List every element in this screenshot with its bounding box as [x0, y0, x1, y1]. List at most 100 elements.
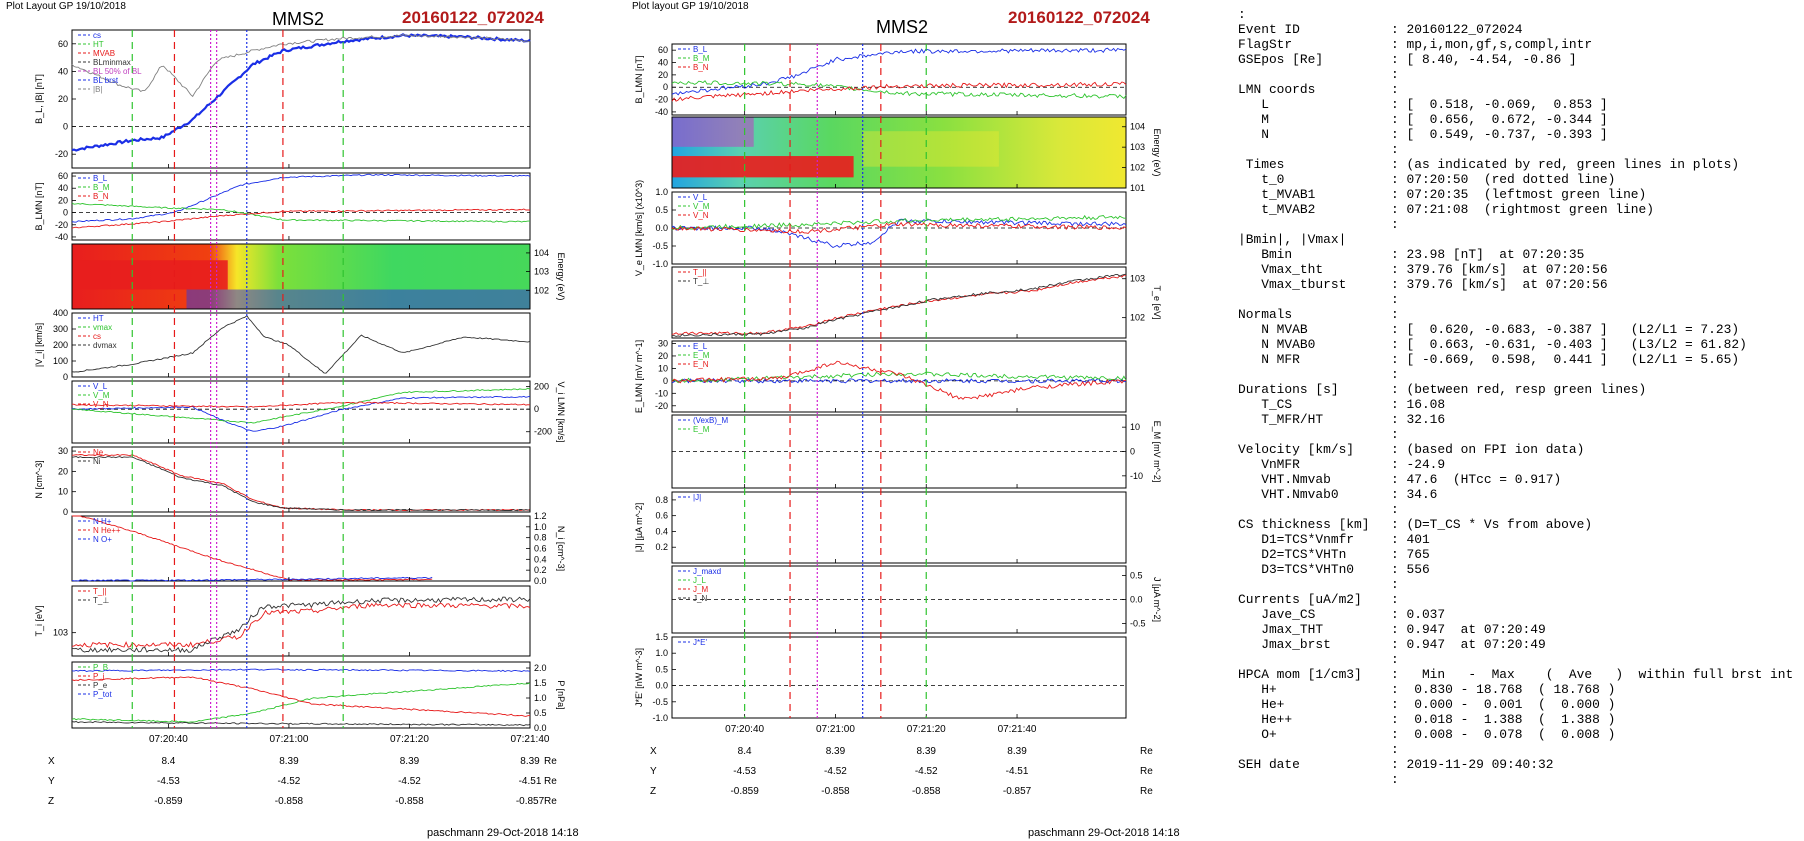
subplot-frame [71, 661, 531, 729]
right-subplot-8 [671, 636, 1127, 719]
info-key: Jmax_THT [1238, 622, 1324, 637]
subplot-frame [671, 116, 1127, 189]
info-value: : 23.98 [nT] at 07:20:35 [1391, 247, 1585, 262]
y-tick-label: 30 [58, 446, 68, 456]
info-line: VHT.Nmvab0: 34.6 [1238, 487, 1793, 502]
y-tick-label: 0.0 [534, 723, 547, 733]
ephem-label: Y [650, 766, 657, 777]
y-tick-label: 104 [534, 248, 549, 258]
x-tick-label: 07:21:40 [998, 724, 1037, 735]
info-value: : 2019-11-29 09:40:32 [1391, 757, 1554, 772]
x-tick-label: 07:21:20 [390, 734, 429, 745]
right-subplot-2 [671, 191, 1127, 265]
series-line [71, 395, 531, 432]
series-line [71, 401, 531, 408]
series-line [72, 515, 433, 581]
info-value: : [ -0.669, 0.598, 0.441 ] (L2/L1 = 5.65… [1391, 352, 1740, 367]
info-line: t_0: 07:20:50 (red dotted line) [1238, 172, 1793, 187]
x-tick-label: 07:20:40 [149, 734, 188, 745]
info-value: : 0.018 - 1.388 ( 1.388 ) [1391, 712, 1616, 727]
info-key: H+ [1238, 682, 1277, 697]
info-line: : [1238, 427, 1793, 442]
info-line: D3=TCS*VHTn0: 556 [1238, 562, 1793, 577]
series-line [71, 676, 531, 717]
info-key: FlagStr [1238, 37, 1293, 52]
info-value: : 32.16 [1391, 412, 1446, 427]
info-line: L: [ 0.518, -0.069, 0.853 ] [1238, 97, 1793, 112]
left-subplot-3 [71, 312, 531, 378]
series-line [71, 602, 531, 649]
info-key: D2=TCS*VHTn [1238, 547, 1347, 562]
info-key: VnMFR [1238, 457, 1300, 472]
y-tick-label: 0 [663, 376, 668, 386]
left-subplot-1 [71, 172, 531, 241]
y-tick-label: 0.0 [534, 576, 547, 586]
info-line: VHT.Nmvab: 47.6 (HTcc = 0.917) [1238, 472, 1793, 487]
subplot-frame [71, 312, 531, 378]
ephem-unit: Re [1140, 766, 1153, 777]
y-tick-label: -20 [655, 95, 668, 105]
y-tick-label: 40 [658, 58, 668, 68]
subplot-frame [71, 29, 531, 169]
y-tick-label: -0.5 [652, 241, 668, 251]
series-line [71, 576, 433, 582]
y-tick-label: 0.4 [534, 554, 547, 564]
info-line: |Bmin|, |Vmax| [1238, 232, 1793, 247]
y-tick-label: 200 [53, 340, 68, 350]
y-tick-label: 0 [63, 507, 68, 517]
info-line: FlagStr: mp,i,mon,gf,s,compl,intr [1238, 37, 1793, 52]
series-line [671, 273, 1127, 337]
y-axis-label: |J| [µA m^-2] [634, 503, 644, 553]
y-tick-label: 101 [1130, 183, 1145, 193]
legend-label: B_M [93, 183, 110, 192]
info-value: : [1391, 427, 1399, 442]
info-line: t_MVAB1: 07:20:35 (leftmost green line) [1238, 187, 1793, 202]
y-tick-label: 0 [1130, 447, 1135, 457]
legend-label: J_M [693, 585, 708, 594]
info-key: Durations [s] [1238, 382, 1339, 397]
legend-label: N H+ [93, 517, 112, 526]
info-line: Vmax_tht: 379.76 [km/s] at 07:20:56 [1238, 262, 1793, 277]
ephem-value: -4.51 [1006, 766, 1029, 777]
info-key: M [1238, 112, 1269, 127]
info-line: N MVAB0: [ 0.663, -0.631, -0.403 ] (L3/L… [1238, 337, 1793, 352]
y-axis-label: V_e LMN [km/s] (x10^3) [634, 180, 644, 276]
info-line: : [1238, 217, 1793, 232]
info-line: N MVAB: [ 0.620, -0.683, -0.387 ] (L2/L1… [1238, 322, 1793, 337]
info-value: : Min - Max ( Ave ) within full brst int [1391, 667, 1794, 682]
series-line [671, 360, 1126, 400]
subplot-frame [71, 515, 531, 582]
spectrogram-hot-band [72, 260, 228, 290]
subplot-frame [671, 340, 1127, 413]
info-key: GSEpos [Re] [1238, 52, 1324, 67]
y-tick-label: -40 [55, 232, 68, 242]
right-subplot-6 [671, 491, 1127, 564]
y-axis-label: Energy (eV) [1152, 128, 1162, 176]
left-event-id: 20160122_072024 [402, 8, 544, 27]
ephem-value: 8.39 [826, 746, 846, 757]
info-value: : 0.037 [1391, 607, 1446, 622]
ephem-label: X [650, 746, 657, 757]
legend-label: B_N [693, 63, 709, 72]
y-tick-label: -20 [655, 401, 668, 411]
ephem-value: 8.39 [520, 756, 540, 767]
series-line [671, 214, 1126, 231]
info-value: : 556 [1391, 562, 1430, 577]
series-line [671, 371, 1127, 384]
info-line: : [1238, 292, 1793, 307]
legend-label: N He++ [93, 526, 121, 535]
info-line: : [1238, 772, 1793, 787]
y-tick-label: 20 [658, 351, 668, 361]
y-tick-label: 300 [53, 324, 68, 334]
info-value: : [1391, 307, 1399, 322]
info-key: Bmin [1238, 247, 1293, 262]
legend-label: P_B [93, 663, 108, 672]
info-value: : [ 0.663, -0.631, -0.403 ] (L3/L2 = 61.… [1391, 337, 1747, 352]
series-line [71, 721, 531, 727]
info-key: t_MVAB1 [1238, 187, 1316, 202]
y-tick-label: 0.8 [534, 533, 547, 543]
series-line [71, 208, 531, 229]
y-tick-label: 10 [658, 363, 668, 373]
series-line [71, 682, 531, 723]
legend-label: B_M [693, 54, 710, 63]
